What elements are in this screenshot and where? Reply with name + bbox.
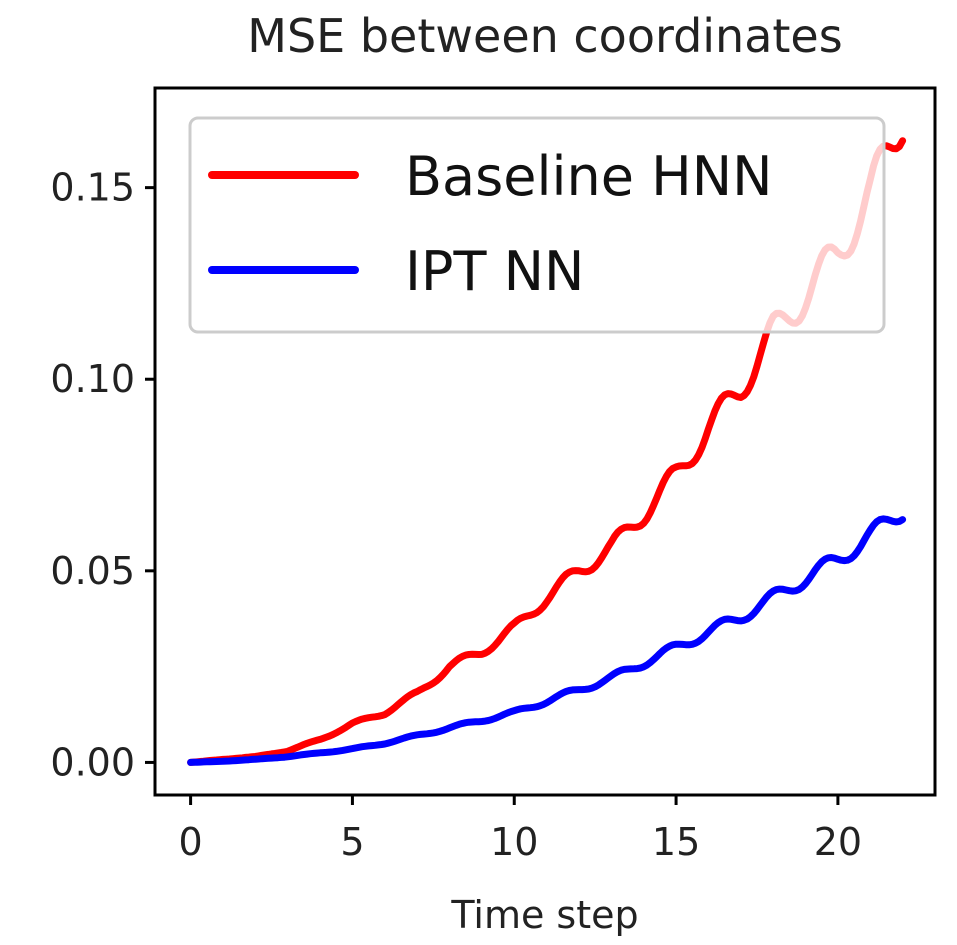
series-line-ipt-nn [187, 515, 907, 766]
x-tick-label: 0 [179, 820, 203, 864]
legend-label-ipt-nn: IPT NN [405, 240, 584, 303]
x-axis-label: Time step [450, 893, 638, 937]
x-tick-label: 20 [814, 820, 862, 864]
plot-frame [153, 86, 937, 797]
chart-title: MSE between coordinates [247, 9, 842, 63]
y-tick-label: 0.05 [50, 549, 135, 593]
legend-label-baseline-hnn: Baseline HNN [405, 145, 773, 208]
y-tick-label: 0.00 [50, 740, 135, 784]
x-axis: 0 5 10 15 20 [179, 795, 862, 864]
x-tick-label: 5 [340, 820, 364, 864]
y-axis: 0.00 0.05 0.10 0.15 [50, 166, 155, 784]
legend-box [188, 116, 886, 334]
x-tick-label: 10 [490, 820, 538, 864]
y-tick-label: 0.15 [50, 166, 135, 210]
y-tick-label: 0.10 [50, 357, 135, 401]
x-tick-label: 15 [652, 820, 700, 864]
legend: Baseline HNN IPT NN [188, 116, 886, 334]
